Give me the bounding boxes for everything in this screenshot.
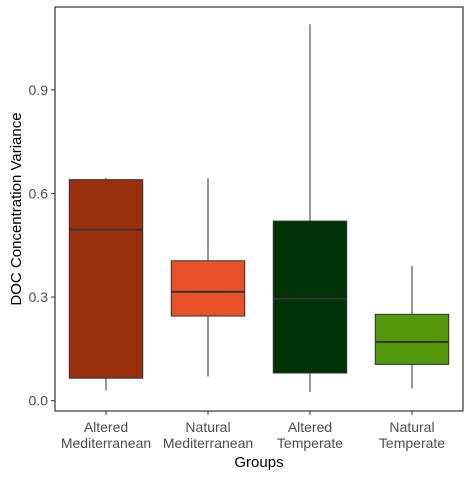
- x-tick-label: Altered Temperate: [277, 419, 343, 451]
- box: [374, 313, 450, 365]
- boxes-layer: [68, 24, 450, 393]
- box: [170, 260, 246, 317]
- box-group: [272, 24, 348, 393]
- x-tick-label: Natural Mediterranean: [163, 419, 253, 451]
- box: [272, 220, 348, 374]
- box-group: [170, 177, 246, 377]
- y-axis-title: DOC Concentration Variance: [8, 112, 25, 305]
- x-tick-label: Altered Mediterranean: [61, 419, 151, 451]
- y-tick-label: 0.0: [29, 393, 49, 409]
- panel-border: [54, 6, 464, 412]
- box-group: [68, 177, 144, 391]
- x-axis: Altered Mediterranean Natural Mediterranean…: [61, 411, 445, 451]
- box-group: [374, 265, 450, 389]
- y-tick-label: 0.9: [29, 82, 49, 98]
- y-tick-label: 0.3: [29, 289, 49, 305]
- box: [68, 179, 144, 379]
- y-axis: 0.0 0.3 0.6 0.9: [29, 82, 55, 409]
- x-tick-label: Natural Temperate: [379, 419, 445, 451]
- x-axis-title: Groups: [234, 454, 283, 471]
- y-tick-label: 0.6: [29, 185, 49, 201]
